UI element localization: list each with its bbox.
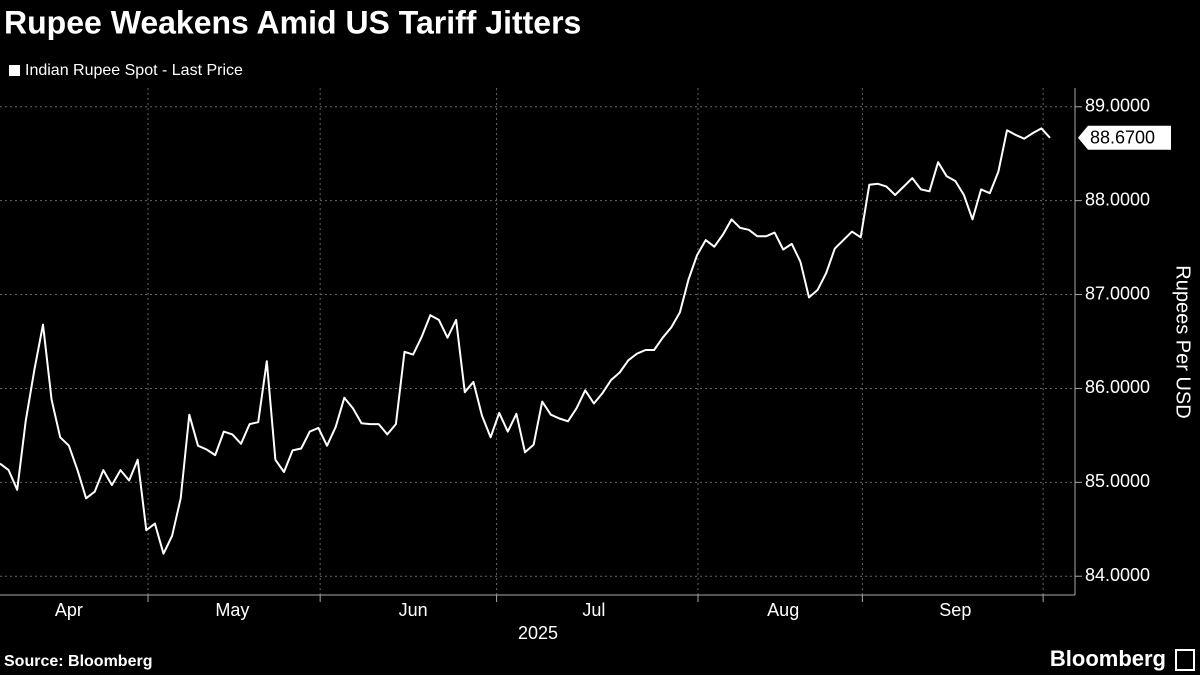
last-price-tag bbox=[1078, 125, 1171, 150]
x-tick-label: Sep bbox=[939, 600, 971, 620]
x-tick-label: Jul bbox=[582, 600, 605, 620]
y-tick-label: 89.0000 bbox=[1085, 96, 1150, 116]
legend-swatch bbox=[9, 65, 20, 76]
brand: Bloomberg bbox=[1050, 646, 1166, 671]
y-tick-label: 88.0000 bbox=[1085, 189, 1150, 209]
brand-icon bbox=[1175, 649, 1195, 671]
x-tick-label: Aug bbox=[767, 600, 799, 620]
x-tick-label: Jun bbox=[399, 600, 428, 620]
y-tick-label: 86.0000 bbox=[1085, 377, 1150, 397]
y-tick-label: 87.0000 bbox=[1085, 283, 1150, 303]
last-price-label: 88.6700 bbox=[1090, 128, 1155, 148]
x-axis-label: 2025 bbox=[518, 623, 558, 643]
source: Source: Bloomberg bbox=[4, 653, 152, 670]
y-tick-label: 84.0000 bbox=[1085, 565, 1150, 585]
y-axis-label: Rupees Per USD bbox=[1172, 265, 1194, 418]
x-tick-label: May bbox=[215, 600, 249, 620]
chart-title: Rupee Weakens Amid US Tariff Jitters bbox=[4, 4, 581, 40]
data-line bbox=[0, 127, 1051, 555]
x-tick-label: Apr bbox=[55, 600, 83, 620]
y-tick-label: 85.0000 bbox=[1085, 471, 1150, 491]
legend-label: Indian Rupee Spot - Last Price bbox=[25, 62, 243, 79]
